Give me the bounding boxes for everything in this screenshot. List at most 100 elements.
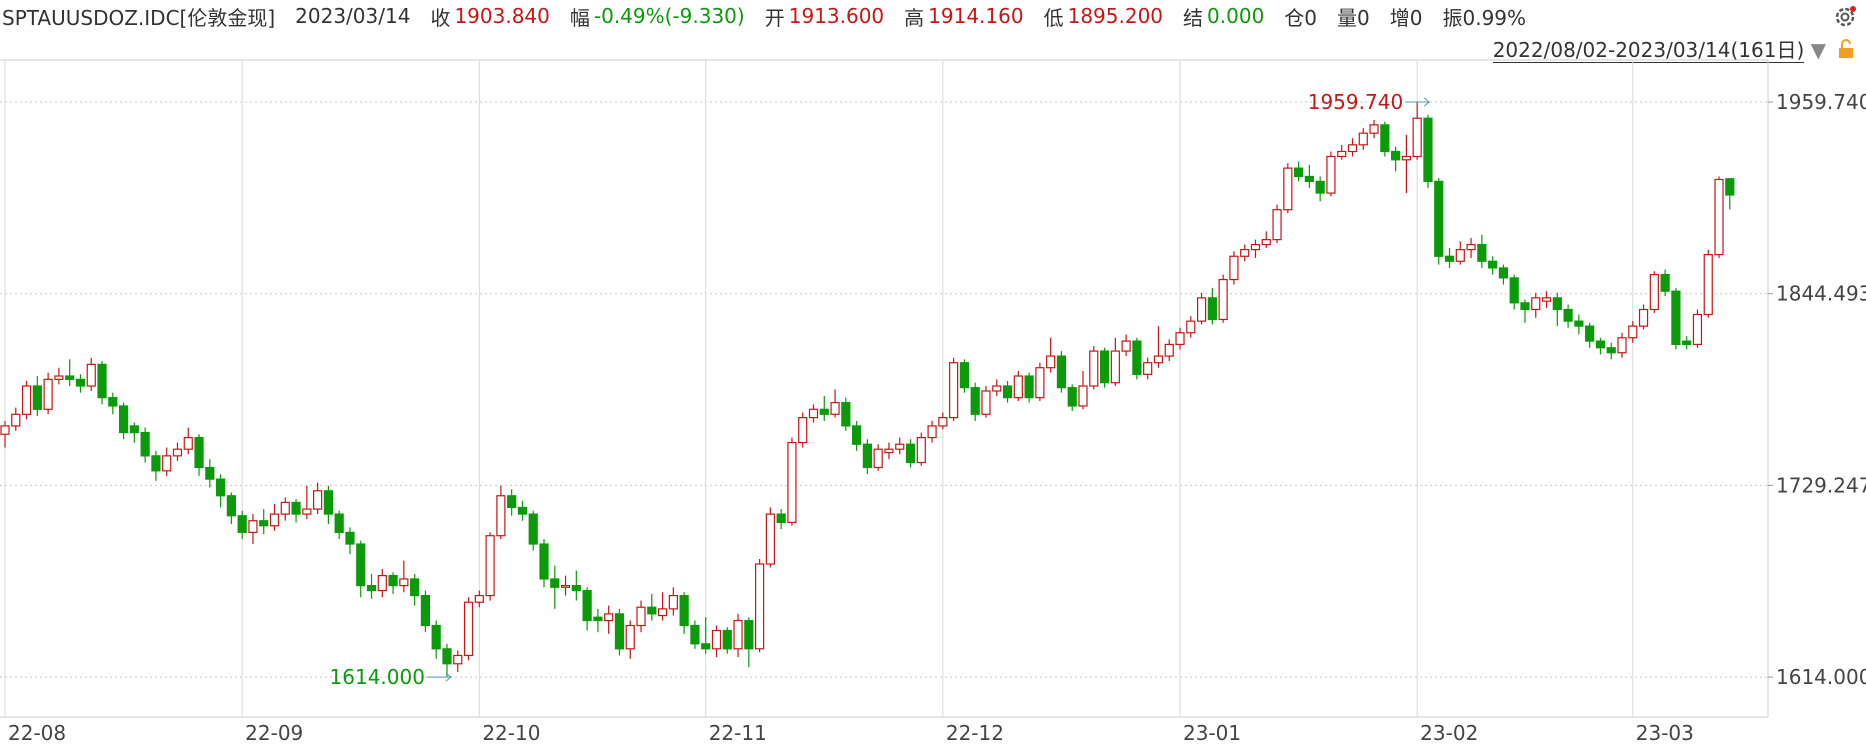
candle-body	[1121, 340, 1131, 352]
x-tick-label: 22-11	[709, 721, 767, 745]
candle-body	[474, 594, 484, 603]
candle-body	[1725, 178, 1735, 196]
candle-body	[1261, 239, 1271, 246]
candle-body	[711, 629, 722, 650]
value: 1895.200	[1067, 4, 1164, 28]
candle-body	[647, 606, 657, 615]
candle-body	[1326, 155, 1336, 194]
candle-body	[744, 619, 754, 650]
max-annotation: 1959.740	[1308, 90, 1403, 114]
candle-body	[1692, 313, 1703, 346]
candle-body	[388, 575, 398, 587]
candle-body	[949, 362, 959, 419]
candle-body	[1110, 350, 1120, 384]
candle-body	[852, 425, 862, 445]
candle-body	[733, 619, 743, 650]
x-tick-label: 23-03	[1636, 721, 1694, 745]
candle-body	[280, 501, 290, 515]
candle-body	[259, 520, 269, 527]
label: 高	[904, 5, 925, 30]
candle-body	[97, 363, 107, 399]
candle-body	[1671, 290, 1681, 346]
candle-body	[1067, 387, 1077, 407]
candle-body	[873, 448, 883, 469]
candle-body	[614, 613, 625, 650]
lock-icon[interactable]	[1836, 38, 1856, 60]
candle-body	[539, 543, 549, 580]
candle-body	[1401, 155, 1412, 161]
candle-body	[1628, 325, 1638, 339]
value: 振0.99%	[1442, 5, 1527, 30]
annotation-arrow	[426, 672, 453, 682]
quote-header: SPTAUUSDOZ.IDC[伦敦金现] 2023/03/14 收 1903.84…	[2, 2, 1530, 30]
value: 仓0	[1284, 5, 1318, 30]
candle-body	[1218, 278, 1228, 321]
candle-body	[485, 535, 495, 597]
candle-body	[463, 601, 474, 657]
min-annotation: 1614.000	[330, 665, 425, 689]
candle-body	[1250, 244, 1261, 251]
candle-body	[625, 624, 635, 650]
candle-body	[507, 495, 517, 509]
candle-body	[830, 402, 840, 415]
settings-icon[interactable]	[1832, 4, 1858, 30]
value: 1914.160	[928, 4, 1024, 28]
x-tick-label: 23-01	[1183, 721, 1241, 745]
value: 1913.600	[788, 4, 885, 28]
candle-body	[313, 490, 323, 510]
candle-body	[1315, 180, 1325, 194]
candle-body	[32, 385, 42, 410]
candle-body	[248, 520, 258, 533]
candle-body	[43, 378, 53, 410]
candle-body	[722, 629, 732, 650]
label: 开	[764, 5, 785, 30]
candle-body	[884, 448, 894, 454]
candle-body	[1595, 340, 1606, 349]
candle-body	[517, 506, 528, 515]
y-tick-label: 1959.740	[1776, 90, 1866, 114]
range-selector[interactable]: 2022/08/02-2023/03/14(161日) ▼	[1492, 34, 1826, 63]
candle-body	[1035, 367, 1045, 399]
candle-body	[65, 375, 75, 380]
value: 1903.840	[454, 4, 550, 28]
candle-body	[841, 402, 851, 427]
candle-body	[151, 455, 161, 472]
candle-body	[172, 448, 183, 457]
candle-body	[0, 425, 10, 435]
candle-body	[1682, 340, 1692, 346]
candle-body	[11, 413, 21, 427]
candle-body	[345, 531, 355, 545]
label: 幅	[569, 5, 590, 30]
candle-body	[1509, 277, 1519, 304]
candle-body	[1638, 308, 1649, 327]
candle-body	[129, 425, 139, 434]
candle-body	[1563, 308, 1573, 322]
x-tick-label: 22-10	[482, 721, 540, 745]
candle-body	[54, 375, 64, 380]
label: 收	[430, 5, 451, 30]
candle-body	[1283, 167, 1293, 211]
dropdown-arrow[interactable]: ▼	[1810, 38, 1826, 62]
candle-body	[1423, 117, 1433, 183]
candle-body	[582, 589, 592, 622]
candle-body	[399, 578, 409, 587]
candle-body	[1143, 362, 1153, 375]
candle-body	[1089, 350, 1099, 387]
x-tick-label: 22-12	[946, 721, 1004, 745]
range-text[interactable]: 2022/08/02-2023/03/14(161日)	[1492, 38, 1805, 63]
candle-body	[679, 594, 689, 627]
candle-body	[1714, 178, 1724, 256]
value: 增0	[1389, 5, 1423, 30]
candle-body	[938, 417, 948, 427]
candle-body	[1164, 343, 1174, 357]
candle-body	[1207, 297, 1217, 321]
candle-body	[140, 431, 150, 457]
candle-body	[1498, 267, 1509, 279]
candle-body	[323, 490, 333, 515]
symbol: SPTAUUSDOZ.IDC[伦敦金现]	[2, 5, 276, 30]
candle-body	[1293, 167, 1304, 178]
candle-body	[183, 436, 193, 450]
candle-body	[593, 616, 603, 622]
candle-body	[754, 563, 765, 650]
